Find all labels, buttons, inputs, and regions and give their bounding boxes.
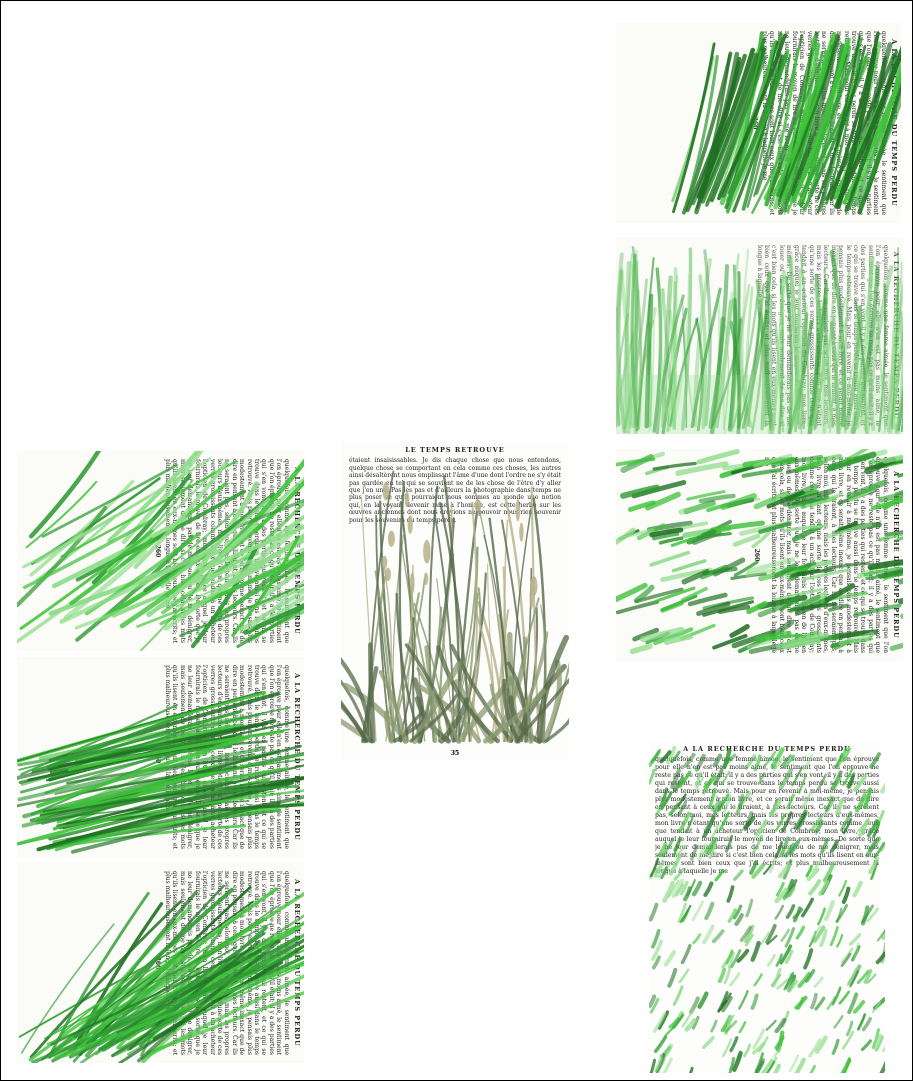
page-text: quelquefois, comme une femme aimée, le s… <box>763 457 889 653</box>
folio: 260 <box>153 956 161 970</box>
folio: 260 <box>752 548 760 562</box>
folio: 260 <box>153 750 161 764</box>
stroke <box>880 782 885 794</box>
page-text: étaient insaisissables. Je dis chaque ch… <box>349 457 561 524</box>
folio: 260 <box>153 544 161 558</box>
page-text: quelquefois, comme une femme aimée, le s… <box>164 459 290 643</box>
stroke <box>880 941 885 964</box>
stroke <box>880 842 885 852</box>
running-head: A LA RECHERCHE DU TEMPS PERDU <box>293 673 301 841</box>
page-text: quelquefois, comme une femme aimée, le s… <box>164 871 290 1055</box>
right-page-top: A LA RECHERCHE DU TEMPS PERDU quelquefoi… <box>616 23 901 223</box>
stroke <box>881 929 885 941</box>
running-head: A LA RECHERCHE DU TEMPS PERDU <box>892 471 900 639</box>
stroke <box>879 1061 885 1073</box>
left-page-middle: A LA RECHERCHE DU TEMPS PERDU quelquefoi… <box>17 657 304 857</box>
right-page-grass-wash: A LA RECHERCHE DU TEMPS PERDU quelquefoi… <box>616 237 903 434</box>
stroke <box>649 768 656 785</box>
page-text: quelquefois, comme une femme aimée, le s… <box>761 31 887 215</box>
page-text: quelquefois, comme une femme aimée, le s… <box>655 756 879 875</box>
page-text: quelquefois, comme une femme aimée, le s… <box>164 665 290 849</box>
running-head: A LA RECHERCHE DU TEMPS PERDU <box>293 879 301 1047</box>
folio: 260 <box>750 116 758 130</box>
stroke <box>649 994 657 1008</box>
running-head: A LA RECHERCHE DU TEMPS PERDU <box>892 251 900 420</box>
left-page-bottom: A LA RECHERCHE DU TEMPS PERDU quelquefoi… <box>17 863 304 1063</box>
running-head: A LA RECHERCHE DU TEMPS PERDU <box>890 39 898 207</box>
stroke <box>649 1058 657 1073</box>
running-head: A LA RECHERCHE DU TEMPS PERDU <box>683 745 851 753</box>
stroke <box>882 1045 885 1053</box>
left-page-top: A LA RECHERCHE DU TEMPS PERDU quelquefoi… <box>17 451 304 651</box>
folio: 35 <box>450 750 460 757</box>
right-page-upright: A LA RECHERCHE DU TEMPS PERDU quelquefoi… <box>649 741 885 1073</box>
running-head: A LA RECHERCHE DU TEMPS PERDU <box>293 467 301 635</box>
right-page-bands: A LA RECHERCHE DU TEMPS PERDU quelquefoi… <box>616 449 903 661</box>
running-head: LE TEMPS RETROUVÉ <box>405 447 505 454</box>
page-text: quelquefois, comme une femme aimée, le s… <box>755 245 889 426</box>
center-page-botanical: LE TEMPS RETROUVÉ étaient insaisissables… <box>341 441 569 761</box>
